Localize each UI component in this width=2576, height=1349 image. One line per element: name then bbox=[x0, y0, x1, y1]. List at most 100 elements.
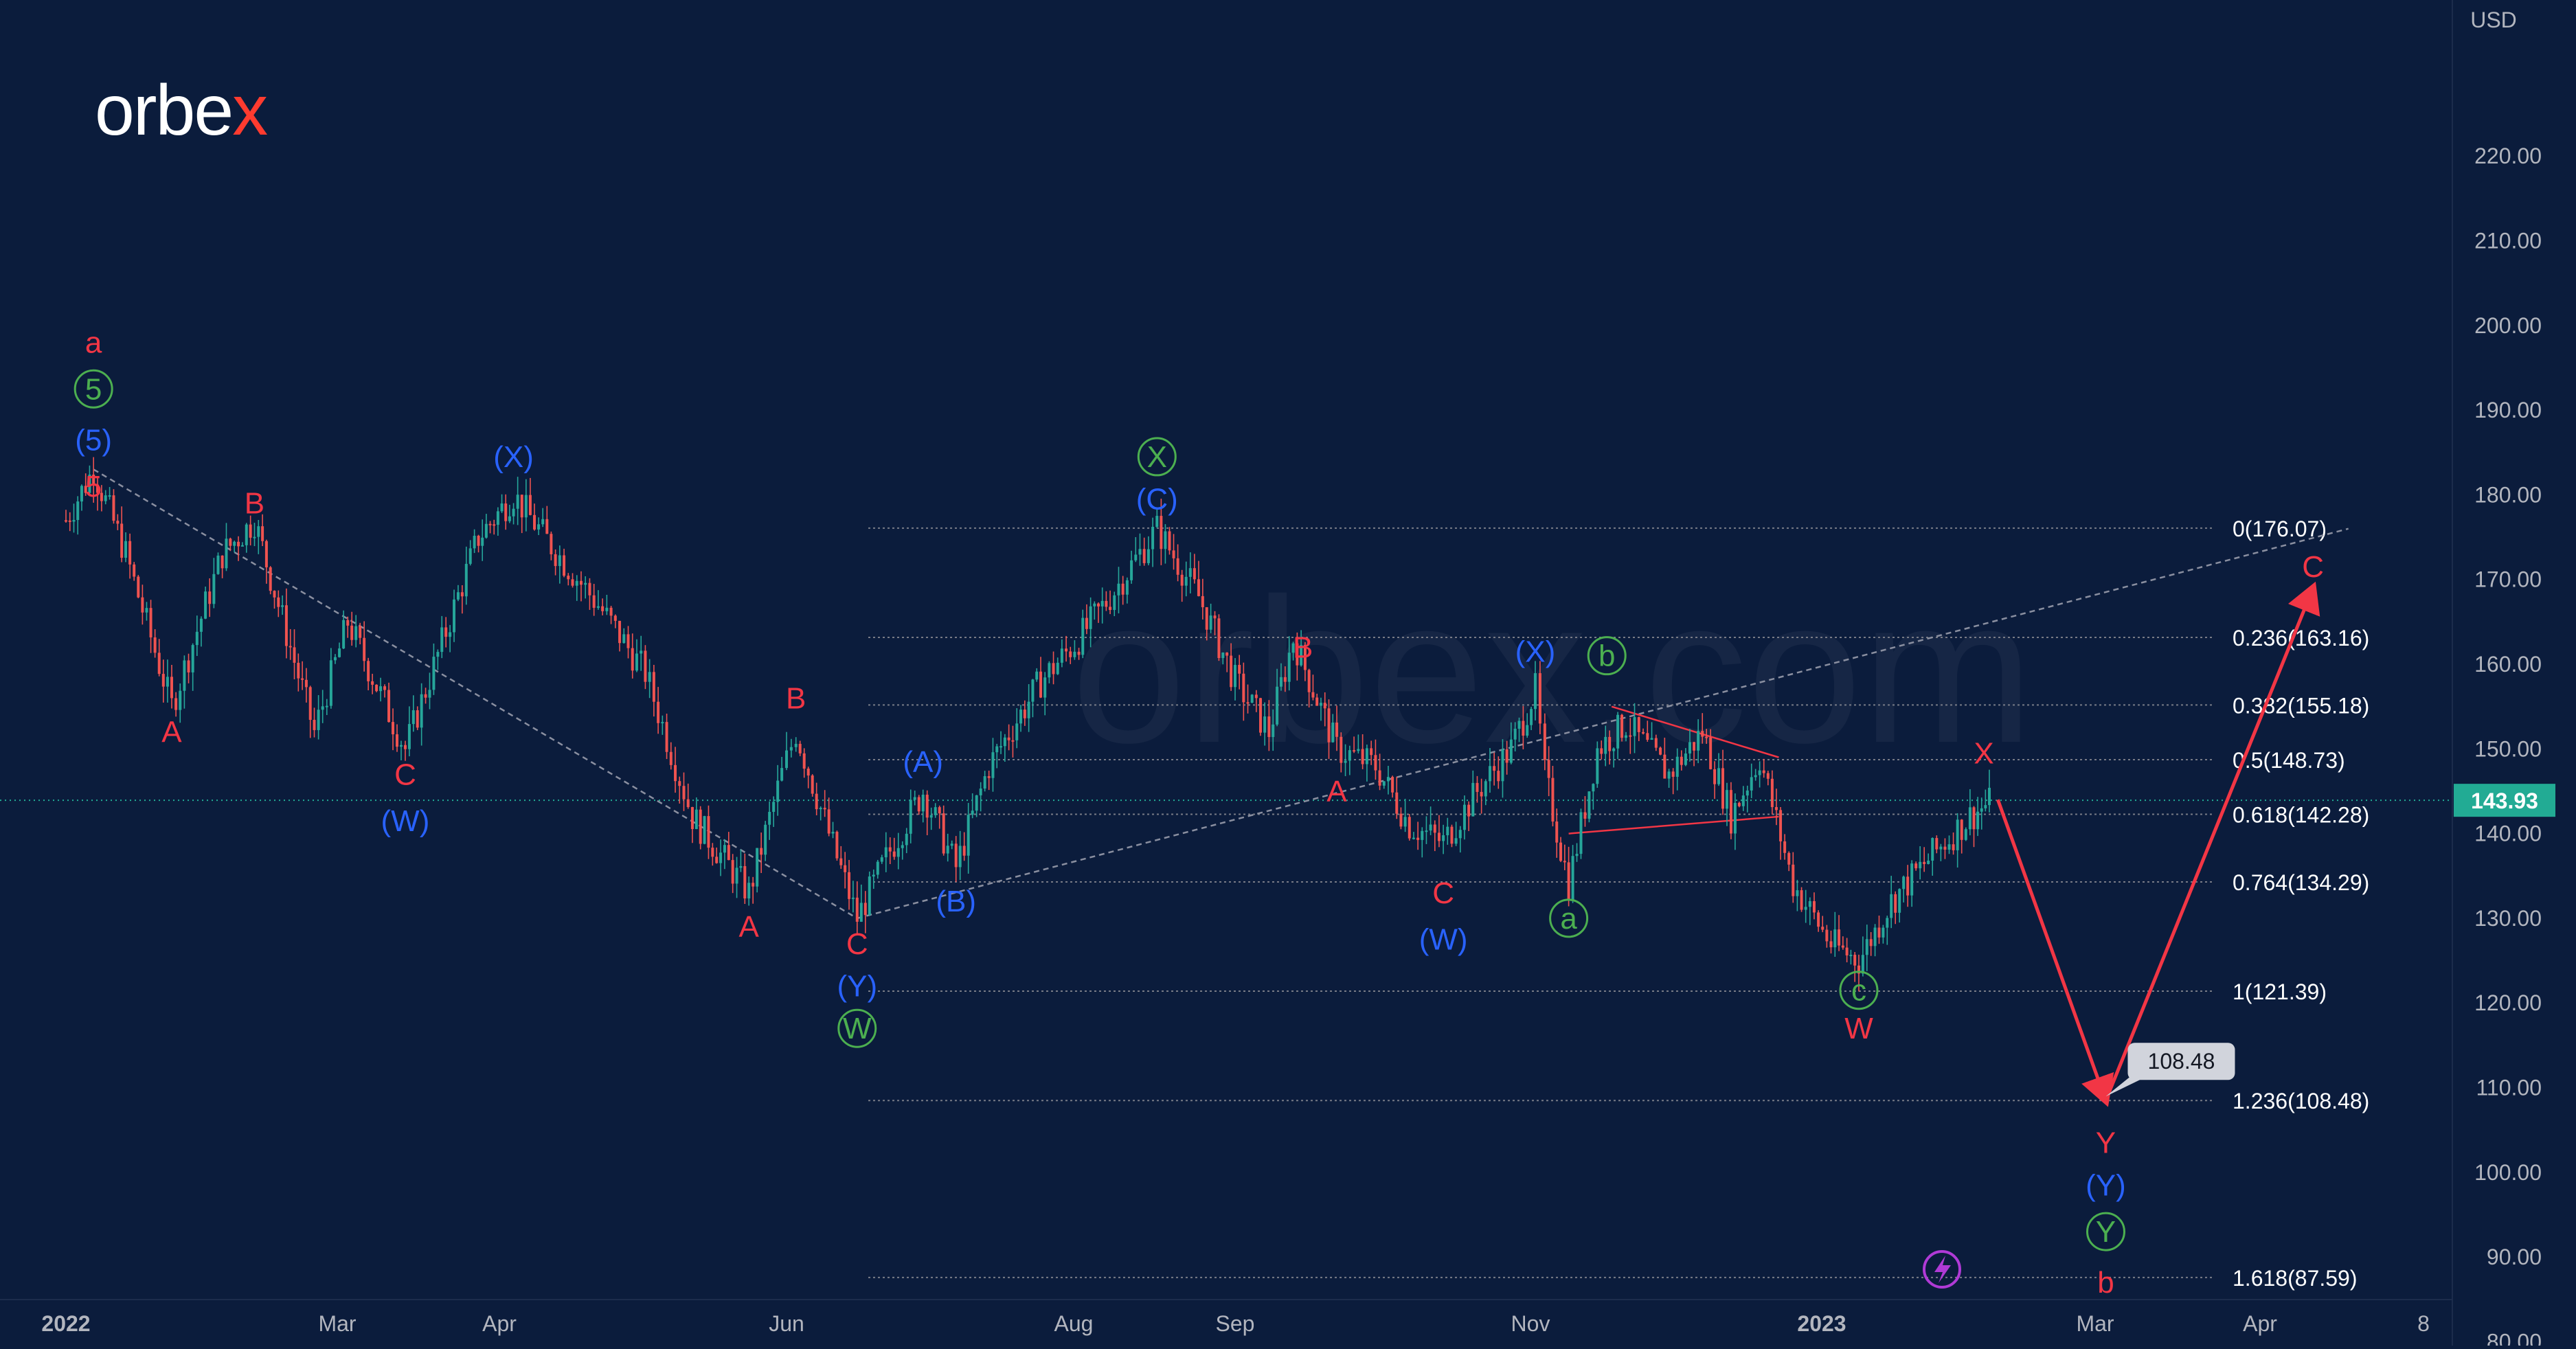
candle-body bbox=[905, 833, 908, 846]
candle-body bbox=[1538, 673, 1541, 724]
candle-body bbox=[798, 743, 802, 753]
candle-body bbox=[1838, 929, 1841, 946]
wave-label: (B) bbox=[936, 885, 976, 918]
wave-label: B bbox=[245, 487, 264, 521]
candle-body bbox=[1522, 721, 1525, 736]
time-tick-label: 2022 bbox=[41, 1311, 90, 1336]
candle-body bbox=[896, 848, 900, 857]
candle-body bbox=[682, 786, 686, 800]
candle-body bbox=[1035, 671, 1039, 680]
candle-body bbox=[563, 555, 566, 576]
candle-body bbox=[1254, 694, 1258, 699]
candle-body bbox=[261, 526, 264, 541]
candle-body bbox=[304, 679, 308, 688]
candle-body bbox=[313, 720, 316, 730]
wave-label: C bbox=[394, 758, 416, 791]
candle-body bbox=[1180, 574, 1184, 586]
candle-body bbox=[962, 846, 966, 856]
candle-body bbox=[1335, 723, 1339, 737]
candle-body bbox=[277, 597, 280, 607]
candle-body bbox=[1043, 677, 1047, 698]
wave-label: C bbox=[1432, 876, 1454, 910]
candle-body bbox=[1291, 643, 1295, 653]
candle-body bbox=[1984, 805, 1987, 808]
candle-body bbox=[747, 883, 751, 898]
candle-body bbox=[321, 706, 324, 710]
candle-body bbox=[1272, 724, 1275, 738]
candle-body bbox=[237, 541, 240, 547]
candle-body bbox=[1146, 549, 1150, 563]
watermark-layer: orbex.com bbox=[1072, 555, 2034, 786]
fib-level-label: 0(176.07) bbox=[2233, 517, 2327, 541]
forecast-arrow bbox=[2104, 581, 2320, 1102]
candle-body bbox=[1065, 648, 1068, 652]
candle-body bbox=[1493, 766, 1496, 771]
candle-body bbox=[929, 815, 933, 818]
candle-body bbox=[917, 797, 920, 812]
candle-body bbox=[690, 806, 694, 830]
candle-body bbox=[1039, 671, 1043, 698]
candle-body bbox=[1865, 939, 1868, 955]
current-price-badge bbox=[2454, 784, 2555, 817]
candle-body bbox=[329, 660, 332, 706]
candle-body bbox=[1105, 600, 1108, 607]
candle-body bbox=[1303, 645, 1307, 670]
candle-body bbox=[1849, 955, 1853, 957]
time-axis[interactable]: 2022 Mar Apr Jun Aug Sep Nov 2023 Mar Apr 8 bbox=[41, 1311, 2429, 1336]
candle-body bbox=[1551, 778, 1555, 822]
candle-body bbox=[1348, 750, 1351, 761]
price-axis[interactable]: USD 220.00 210.00 200.00 190.00 180.00 170.00… bbox=[2470, 8, 2542, 1349]
candle-body bbox=[473, 536, 476, 549]
candle-body bbox=[760, 848, 763, 855]
candle-body bbox=[137, 576, 140, 598]
target-badge-value: 108.48 bbox=[2148, 1049, 2215, 1074]
time-tick-label: Apr bbox=[2243, 1311, 2277, 1336]
wave-label: (Y) bbox=[2086, 1168, 2126, 1202]
candle-body bbox=[1429, 824, 1432, 831]
candle-body bbox=[191, 645, 194, 672]
wave-label: C bbox=[2302, 550, 2324, 584]
price-tick-label: 130.00 bbox=[2474, 906, 2542, 931]
candle-body bbox=[1168, 531, 1171, 551]
candle-body bbox=[1604, 736, 1607, 754]
forecast-arrow bbox=[1996, 799, 2114, 1107]
candle-body bbox=[1327, 708, 1331, 742]
candle-body bbox=[851, 897, 855, 899]
wave-label: (5) bbox=[75, 423, 112, 457]
candle-body bbox=[289, 646, 292, 648]
candle-body bbox=[444, 627, 448, 637]
candle-body bbox=[987, 776, 991, 778]
candle-body bbox=[338, 648, 341, 657]
candle-body bbox=[1476, 782, 1479, 792]
price-tick-label: 200.00 bbox=[2474, 313, 2542, 338]
candle-body bbox=[199, 618, 203, 632]
candle-body bbox=[1616, 714, 1620, 749]
current-price-value: 143.93 bbox=[2471, 789, 2538, 813]
candle-body bbox=[545, 519, 549, 534]
price-tick-label: 160.00 bbox=[2474, 652, 2542, 677]
candle-body bbox=[618, 620, 622, 644]
candle-body bbox=[1296, 643, 1299, 666]
wave-label: 5 bbox=[85, 470, 102, 503]
triangle-lower-line bbox=[1568, 815, 1779, 835]
candle-body bbox=[92, 474, 95, 485]
candle-body bbox=[1808, 900, 1811, 907]
candle-body bbox=[440, 627, 444, 653]
candle-body bbox=[1935, 838, 1939, 850]
lightning-icon[interactable] bbox=[1923, 1250, 1961, 1289]
candle-body bbox=[1287, 653, 1291, 682]
candle-body bbox=[1976, 811, 1980, 830]
candle-body bbox=[1319, 703, 1322, 706]
candle-body bbox=[520, 495, 523, 518]
candle-body bbox=[354, 626, 358, 640]
candle-body bbox=[504, 503, 508, 521]
candle-body bbox=[1717, 768, 1721, 784]
candle-body bbox=[1877, 927, 1881, 938]
candle-body bbox=[558, 555, 561, 567]
candle-body bbox=[1845, 947, 1849, 955]
candle-body bbox=[1583, 812, 1587, 819]
candle-body bbox=[297, 662, 300, 679]
candle-body bbox=[477, 536, 480, 546]
candle-body bbox=[967, 815, 970, 856]
